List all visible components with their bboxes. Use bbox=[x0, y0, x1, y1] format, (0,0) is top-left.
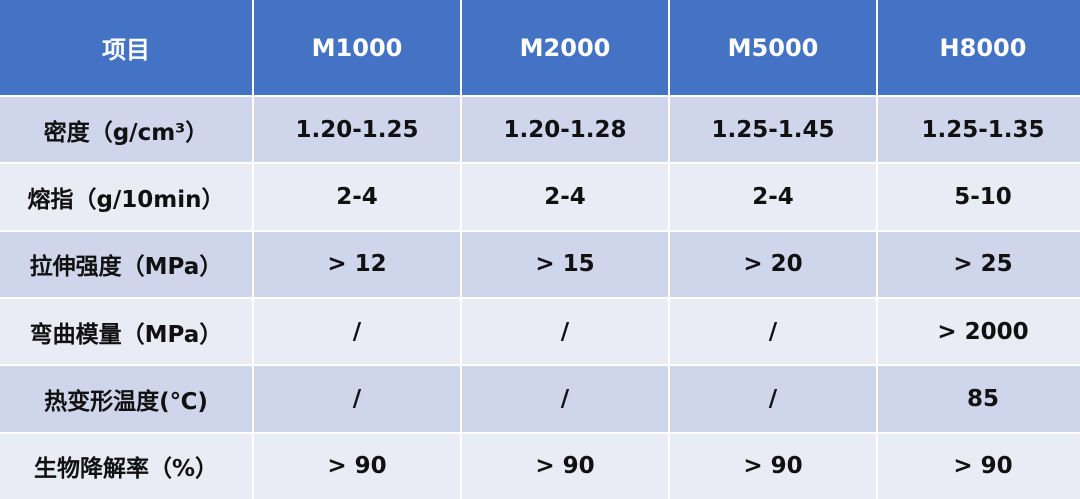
table-cell: > 25 bbox=[878, 231, 1080, 297]
table-cell: 1.25-1.35 bbox=[878, 97, 1080, 163]
table-cell: 1.20-1.25 bbox=[254, 97, 460, 163]
row-label: 密度（g/cm³） bbox=[0, 97, 252, 163]
row-label: 热变形温度(℃) bbox=[0, 366, 252, 432]
header-cell: 项目 bbox=[0, 0, 252, 95]
table-cell: > 12 bbox=[254, 231, 460, 297]
row-label: 生物降解率（%） bbox=[0, 433, 252, 499]
header-cell: M5000 bbox=[670, 0, 876, 95]
table-cell: 85 bbox=[878, 366, 1080, 432]
row-label: 弯曲模量（MPa） bbox=[0, 299, 252, 365]
table-cell: > 15 bbox=[462, 231, 668, 297]
table-cell: / bbox=[462, 366, 668, 432]
table-cell: > 90 bbox=[878, 433, 1080, 499]
row-label: 熔指（g/10min） bbox=[0, 164, 252, 230]
table-cell: / bbox=[462, 299, 668, 365]
table-cell: / bbox=[254, 366, 460, 432]
table-cell: > 20 bbox=[670, 231, 876, 297]
table-cell: > 2000 bbox=[878, 299, 1080, 365]
table-cell: 2-4 bbox=[670, 164, 876, 230]
header-cell: H8000 bbox=[878, 0, 1080, 95]
header-cell: M1000 bbox=[254, 0, 460, 95]
table-cell: 5-10 bbox=[878, 164, 1080, 230]
row-label: 拉伸强度（MPa） bbox=[0, 231, 252, 297]
table-cell: > 90 bbox=[670, 433, 876, 499]
table-cell: / bbox=[670, 299, 876, 365]
table-cell: 2-4 bbox=[254, 164, 460, 230]
table-cell: / bbox=[254, 299, 460, 365]
table-cell: / bbox=[670, 366, 876, 432]
table-cell: 2-4 bbox=[462, 164, 668, 230]
table-cell: > 90 bbox=[254, 433, 460, 499]
table-cell: > 90 bbox=[462, 433, 668, 499]
table-cell: 1.20-1.28 bbox=[462, 97, 668, 163]
header-cell: M2000 bbox=[462, 0, 668, 95]
table-cell: 1.25-1.45 bbox=[670, 97, 876, 163]
